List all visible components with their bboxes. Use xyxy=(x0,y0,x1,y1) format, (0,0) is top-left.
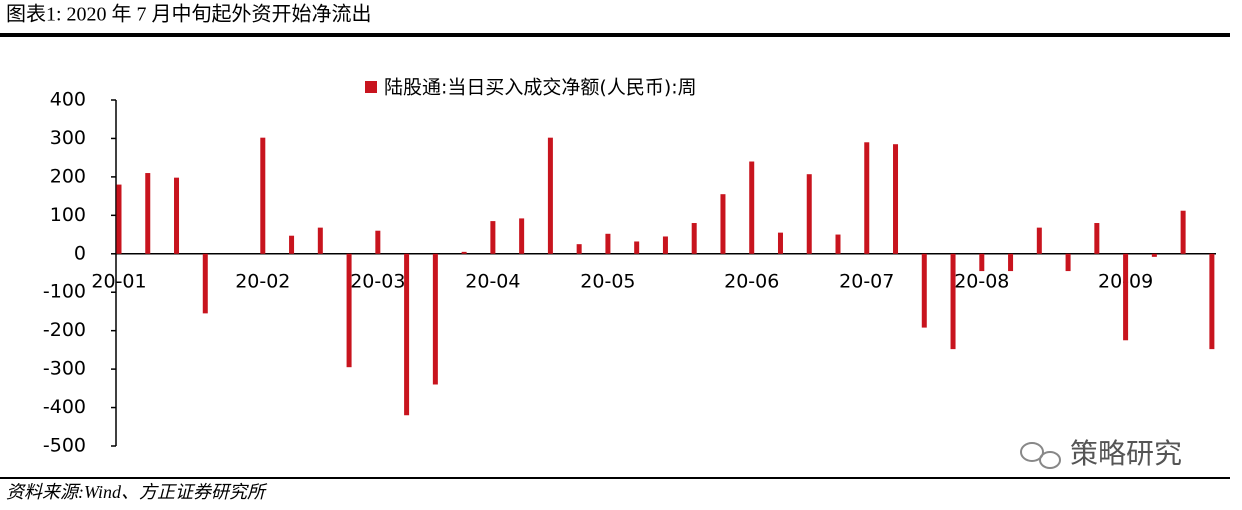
x-tick-label: 20-05 xyxy=(580,270,635,292)
bar xyxy=(519,218,525,254)
bar xyxy=(432,253,438,385)
bar xyxy=(116,184,122,254)
bar xyxy=(1151,253,1157,257)
legend-swatch xyxy=(365,81,377,93)
footer-rule xyxy=(0,477,1230,479)
bar xyxy=(1123,253,1129,341)
x-tick-label: 20-06 xyxy=(724,270,779,292)
bar xyxy=(202,253,208,314)
y-tick-label: 400 xyxy=(50,89,86,111)
bar xyxy=(1094,223,1100,254)
bar xyxy=(979,253,985,272)
bar xyxy=(1209,253,1215,350)
bar xyxy=(605,233,611,254)
bar xyxy=(1008,253,1014,272)
y-tick-label: 300 xyxy=(50,127,86,149)
bar xyxy=(662,236,668,254)
y-tick-label: -300 xyxy=(43,358,86,380)
bar xyxy=(145,173,151,254)
y-tick-label: 200 xyxy=(50,165,86,187)
bar xyxy=(777,232,783,254)
page-title: 图表1: 2020 年 7 月中旬起外资开始净流出 xyxy=(6,3,372,26)
y-tick-label: -500 xyxy=(43,435,86,457)
bar xyxy=(1065,253,1071,272)
y-tick-label: -100 xyxy=(43,281,86,303)
bar xyxy=(835,234,841,254)
x-tick-label: 20-03 xyxy=(350,270,405,292)
bar xyxy=(921,253,927,328)
x-tick-label: 20-04 xyxy=(465,270,520,292)
bar xyxy=(461,251,467,254)
bar xyxy=(1036,227,1042,254)
bar xyxy=(864,142,870,254)
bar xyxy=(289,235,295,254)
y-tick-label: 0 xyxy=(74,242,86,264)
bar xyxy=(346,253,352,368)
x-tick-label: 20-01 xyxy=(91,270,146,292)
watermark-text: 策略研究 xyxy=(1070,437,1182,470)
legend-label: 陆股通:当日买入成交净额(人民币):周 xyxy=(384,77,697,99)
bar xyxy=(404,253,410,416)
y-tick-label: 100 xyxy=(50,204,86,226)
bar xyxy=(1180,210,1186,254)
bar xyxy=(260,137,266,254)
bar xyxy=(174,177,180,254)
watermark: 策略研究 xyxy=(1020,437,1182,470)
bar xyxy=(806,174,812,254)
bar xyxy=(576,244,582,254)
bar xyxy=(547,137,553,254)
x-tick-label: 20-08 xyxy=(954,270,1009,292)
bar xyxy=(720,194,726,254)
x-tick-label: 20-02 xyxy=(235,270,290,292)
title-rule xyxy=(0,33,1230,37)
bar xyxy=(691,223,697,254)
bar xyxy=(749,161,755,254)
source: 资料来源:Wind、方正证券研究所 xyxy=(6,482,268,502)
bar xyxy=(634,241,640,254)
bar xyxy=(317,227,323,254)
y-tick-label: -200 xyxy=(43,319,86,341)
x-tick-label: 20-07 xyxy=(839,270,894,292)
y-tick-label: -400 xyxy=(43,396,86,418)
bar xyxy=(950,253,956,350)
bar xyxy=(375,230,381,254)
bar xyxy=(490,221,496,254)
bar xyxy=(893,144,899,254)
